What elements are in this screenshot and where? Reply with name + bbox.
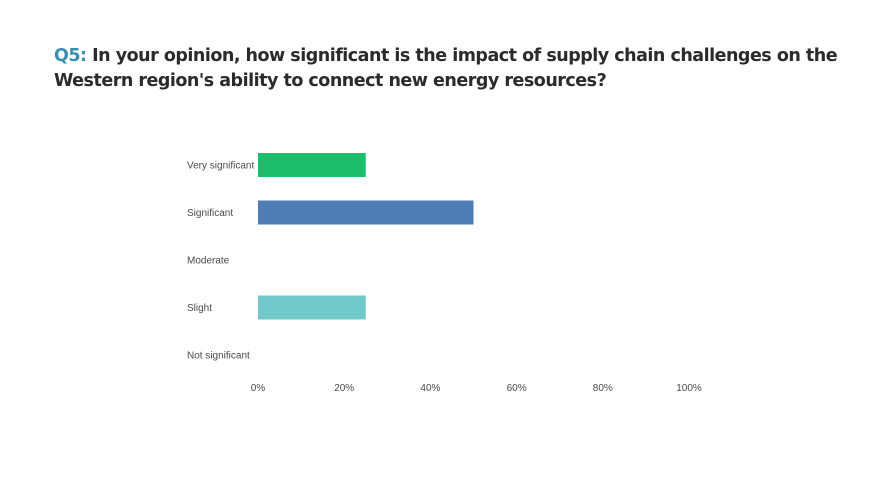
- bar-slight: [258, 295, 366, 320]
- category-label: Moderate: [187, 256, 230, 267]
- category-label: Very significant: [187, 161, 254, 172]
- x-tick-label: 40%: [420, 383, 440, 394]
- question-title: Q5: In your opinion, how significant is …: [54, 44, 844, 94]
- question-text: In your opinion, how significant is the …: [54, 46, 838, 91]
- x-tick-label: 80%: [593, 383, 613, 394]
- x-tick-label: 0%: [251, 383, 266, 394]
- category-label: Not significant: [187, 351, 250, 362]
- bar-very-significant: [258, 153, 366, 177]
- x-tick-label: 20%: [334, 383, 354, 394]
- question-number: Q5:: [54, 46, 87, 66]
- x-tick-label: 100%: [676, 383, 702, 394]
- x-tick-label: 60%: [507, 383, 527, 394]
- bar-significant: [258, 200, 474, 225]
- category-label: Slight: [187, 303, 212, 314]
- category-label: Significant: [187, 208, 233, 219]
